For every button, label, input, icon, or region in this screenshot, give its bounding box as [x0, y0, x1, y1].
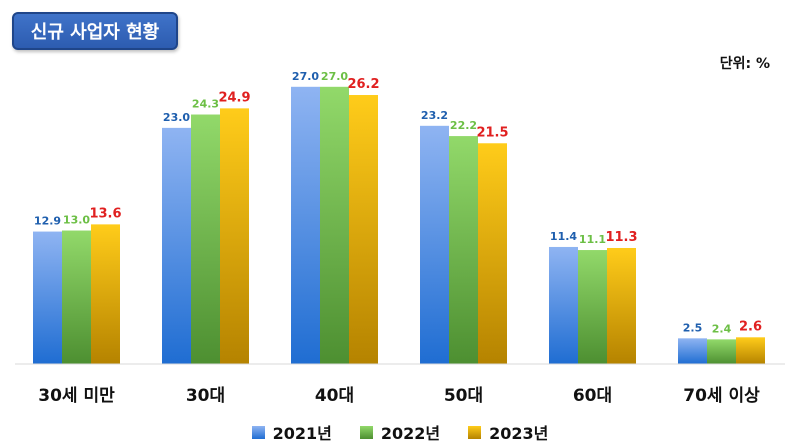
bar-chart: 12.9 13.0 13.623.024.3 24.927.0 27.026.223.2… — [15, 70, 785, 406]
bar-2021-2 — [291, 86, 320, 365]
value-label-2022-3: 22.2 — [450, 119, 477, 132]
value-label-2021-4: 11.4 — [550, 230, 577, 243]
value-label-2022-1: 24.3 — [192, 98, 219, 111]
value-label-2021-1: 23.0 — [163, 111, 190, 124]
category-label-3: 50대 — [444, 386, 483, 406]
category-label-5: 70세 이상 — [683, 386, 760, 406]
bar-2021-0 — [33, 231, 62, 364]
value-label-2023-2: 26.2 — [347, 77, 379, 92]
chart-title-badge: 신규 사업자 현황 — [12, 12, 178, 50]
legend-swatch-2023 — [468, 425, 482, 439]
bar-2021-1 — [162, 127, 191, 364]
bar-2022-2 — [320, 86, 349, 365]
legend-item-2022: 2022년 — [359, 420, 441, 444]
legend-item-2021: 2021년 — [251, 420, 332, 444]
value-label-2021-3: 23.2 — [421, 109, 448, 122]
value-label-2023-5: 2.6 — [739, 319, 762, 334]
bar-2023-1 — [220, 108, 249, 364]
legend-item-2023: 2023년 — [468, 420, 548, 444]
value-label-2022-0: 13.0 — [63, 214, 90, 227]
category-label-4: 60대 — [573, 386, 612, 406]
bar-2021-4 — [549, 246, 578, 364]
bar-2023-5 — [736, 337, 765, 364]
bar-2022-0 — [62, 230, 91, 364]
bar-2021-3 — [420, 125, 449, 365]
category-labels-group: 30세 미만 30대 40대 50대 60대 70세 이상 — [38, 386, 760, 406]
bar-2022-5 — [707, 339, 736, 364]
value-label-2021-5: 2.5 — [683, 321, 703, 334]
bar-2023-3 — [478, 143, 507, 364]
bars-group — [33, 86, 765, 365]
value-label-2023-3: 21.5 — [476, 125, 508, 140]
value-label-2021-0: 12.9 — [34, 215, 61, 228]
bar-2023-4 — [607, 247, 636, 364]
legend-swatch-2022 — [359, 425, 373, 439]
value-label-2023-0: 13.6 — [89, 206, 121, 221]
category-label-2: 40대 — [315, 386, 354, 406]
bar-2021-5 — [678, 338, 707, 364]
legend-label-2023: 2023년 — [489, 424, 549, 443]
bar-2023-0 — [91, 224, 120, 364]
legend-label-2021: 2021년 — [272, 424, 332, 443]
category-label-0: 30세 미만 — [38, 386, 115, 406]
unit-label: 단위: % — [719, 56, 770, 72]
value-label-2021-2: 27.0 — [292, 70, 319, 83]
bar-2022-3 — [449, 136, 478, 364]
value-label-2023-4: 11.3 — [605, 230, 637, 245]
value-label-2023-1: 24.9 — [218, 90, 250, 105]
value-label-2022-5: 2.4 — [712, 322, 732, 335]
category-label-1: 30대 — [186, 386, 225, 406]
value-labels-group: 12.9 13.0 13.623.024.3 24.927.0 27.026.223.2… — [34, 70, 762, 336]
value-label-2022-2: 27.0 — [321, 70, 348, 83]
legend: 2021년 2022년 2023년 — [0, 420, 800, 444]
bar-2022-1 — [191, 114, 220, 365]
bar-2023-2 — [349, 95, 378, 364]
legend-swatch-2021 — [251, 425, 265, 439]
value-label-2022-4: 11.1 — [579, 233, 606, 246]
legend-label-2022: 2022년 — [380, 424, 441, 443]
bar-2022-4 — [578, 250, 607, 364]
